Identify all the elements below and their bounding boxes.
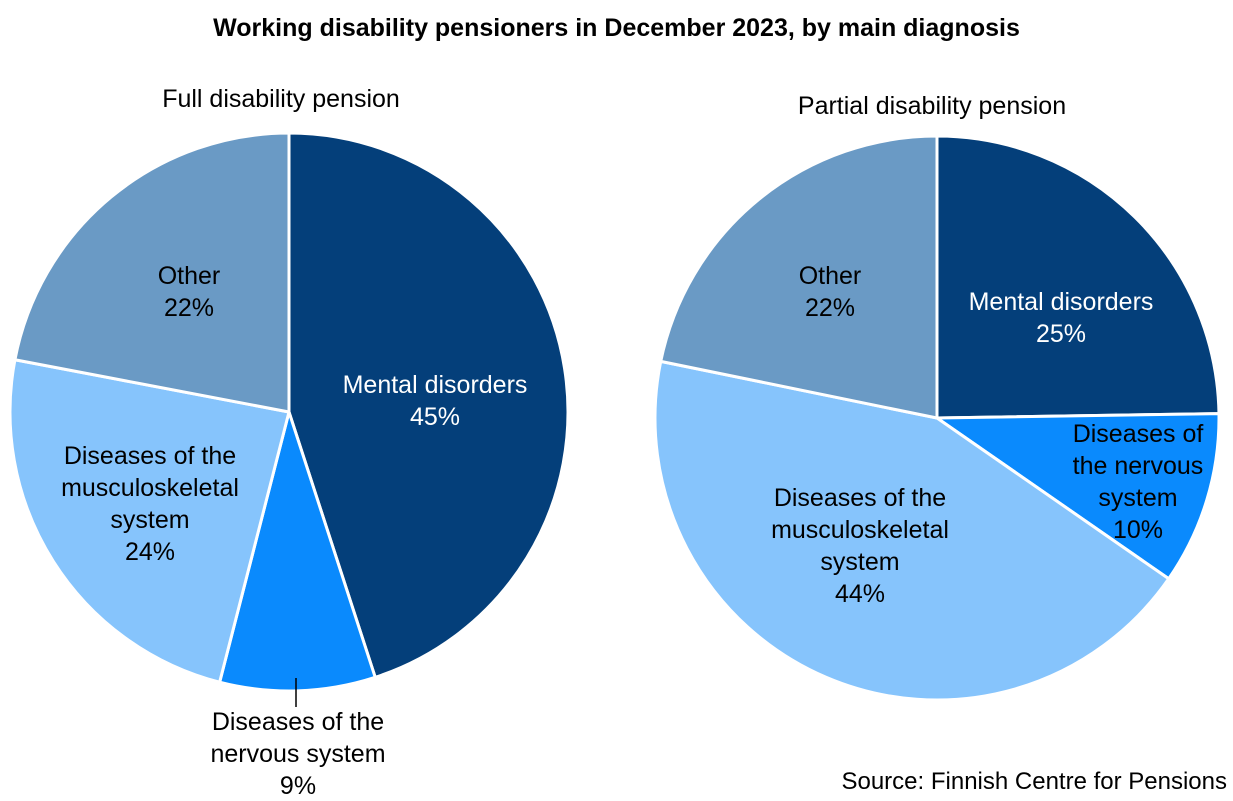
slice-label-line: Mental disorders xyxy=(969,288,1154,316)
chart-title-full: Full disability pension xyxy=(162,85,400,113)
slice-label-line: Diseases of the xyxy=(774,484,946,512)
slice-label-full-1: Diseases of the nervous system 9% xyxy=(210,708,385,800)
slice-label-partial-1: Diseases of the nervous system 10% xyxy=(1073,420,1204,544)
slice-label-line: 10% xyxy=(1113,516,1163,544)
slice-label-line: musculoskeletal xyxy=(61,474,239,502)
slice-label-line: musculoskeletal xyxy=(771,516,949,544)
pie-slice-partial-0 xyxy=(935,134,1221,420)
slice-label-line: system xyxy=(110,506,189,534)
page-title: Working disability pensioners in Decembe… xyxy=(213,14,1020,42)
pie-slice-full-0 xyxy=(287,131,570,679)
pie-slice-partial-3 xyxy=(659,134,939,420)
slice-label-full-2: Diseases of the musculoskeletal system 24% xyxy=(61,442,239,566)
source-note: Source: Finnish Centre for Pensions xyxy=(841,768,1227,795)
chart-title-partial: Partial disability pension xyxy=(798,92,1066,120)
pie-slice-full-3 xyxy=(13,131,291,414)
slice-label-line: Mental disorders xyxy=(343,371,528,399)
slice-label-line: the nervous xyxy=(1073,452,1204,480)
pie-chart-partial: Partial disability pension Mental disorde… xyxy=(653,92,1221,702)
slice-label-partial-0: Mental disorders 25% xyxy=(969,288,1154,348)
pie-slice-full-1 xyxy=(218,410,377,693)
slice-label-line: 44% xyxy=(835,580,885,608)
slice-label-line: Other xyxy=(158,262,221,290)
slice-label-line: Diseases of xyxy=(1073,420,1204,448)
slice-label-line: Other xyxy=(799,262,862,290)
slice-label-line: system xyxy=(820,548,899,576)
slice-label-line: Diseases of the xyxy=(64,442,236,470)
slice-label-line: system xyxy=(1098,484,1177,512)
slice-label-line: 24% xyxy=(125,538,175,566)
slice-label-full-3: Other 22% xyxy=(158,262,221,322)
slice-label-line: 22% xyxy=(805,294,855,322)
slice-label-full-0: Mental disorders 45% xyxy=(343,371,528,431)
slice-label-line: 45% xyxy=(410,403,460,431)
slice-label-line: 25% xyxy=(1036,320,1086,348)
slice-label-line: nervous system xyxy=(210,740,385,768)
slice-label-line: Diseases of the xyxy=(212,708,384,736)
slice-label-line: 22% xyxy=(164,294,214,322)
pie-slice-partial-1 xyxy=(935,412,1221,581)
pie-chart-full: Full disability pension Mental disorders 4… xyxy=(8,85,570,800)
slice-label-partial-2: Diseases of the musculoskeletal system 44% xyxy=(771,484,949,608)
pie-slice-partial-2 xyxy=(653,359,1171,702)
pie-slice-full-2 xyxy=(8,358,291,684)
slice-label-partial-3: Other 22% xyxy=(799,262,862,322)
slice-label-line: 9% xyxy=(280,772,316,800)
